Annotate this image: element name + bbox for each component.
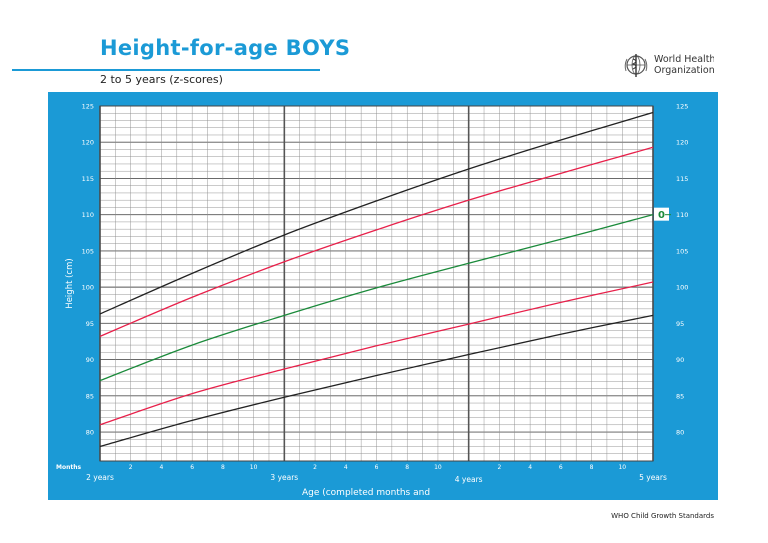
who-logo-line2: Organization: [654, 65, 714, 76]
x-year-tick-label: 4 years: [455, 475, 483, 484]
who-emblem-icon: [624, 54, 648, 77]
z-score-line: [99, 146, 654, 337]
x-month-tick-label: 4: [344, 464, 348, 471]
zero-label-background: [654, 207, 669, 221]
chart-panel: 80 80 85 85 90 90 95 95 100 100 105 105 110 110 115 115…: [48, 92, 718, 500]
y-tick-label-right: 90: [676, 356, 684, 364]
y-tick-label-left: 85: [86, 392, 94, 400]
plot-border: [99, 105, 654, 462]
x-month-tick-label: 2: [313, 464, 317, 471]
x-month-tick-label: 2: [497, 464, 501, 471]
y-tick-label-right: 85: [676, 392, 684, 400]
y-tick-label-left: 115: [82, 175, 94, 183]
y-tick-label-right: 100: [676, 284, 688, 292]
x-month-tick-label: 4: [528, 464, 532, 471]
y-tick-label-left: 120: [82, 139, 94, 147]
y-tick-label-left: 80: [86, 429, 94, 437]
x-year-tick-label: 5 years: [639, 473, 667, 482]
x-month-tick-label: 6: [559, 464, 563, 471]
y-tick-label-right: 80: [676, 429, 684, 437]
who-logo: World Health Organization: [622, 50, 714, 80]
z-score-line: [99, 111, 654, 315]
x-month-tick-label: 8: [590, 464, 594, 471]
x-month-tick-label: 10: [250, 464, 258, 471]
y-axis-label: Height (cm): [65, 258, 75, 308]
x-axis-label: Age (completed months and: [302, 488, 430, 498]
y-tick-label-left: 90: [86, 356, 94, 364]
y-tick-label-left: 105: [82, 247, 94, 255]
who-logo-line1: World Health: [654, 54, 714, 65]
x-month-tick-label: 4: [160, 464, 164, 471]
z-score-line: [99, 314, 654, 448]
z-score-line: [99, 281, 654, 426]
x-month-tick-label: 8: [221, 464, 225, 471]
chart-title: Height-for-age BOYS: [100, 36, 351, 60]
y-tick-label-left: 110: [82, 211, 94, 219]
zero-line-label: 0: [658, 210, 665, 221]
y-tick-label-left: 125: [82, 103, 94, 111]
x-axis-caption: Months: [56, 464, 82, 471]
footer-credit: WHO Child Growth Standards: [611, 512, 714, 520]
x-month-tick-label: 6: [190, 464, 194, 471]
x-month-tick-label: 6: [375, 464, 379, 471]
y-tick-label-left: 95: [86, 320, 94, 328]
chart-subtitle: 2 to 5 years (z-scores): [100, 73, 223, 86]
y-tick-label-right: 120: [676, 139, 688, 147]
x-year-tick-label: 2 years: [86, 473, 114, 482]
x-month-tick-label: 10: [434, 464, 442, 471]
y-tick-label-right: 95: [676, 320, 684, 328]
x-month-tick-label: 8: [405, 464, 409, 471]
y-tick-label-right: 105: [676, 247, 688, 255]
y-tick-label-right: 110: [676, 211, 688, 219]
y-tick-label-right: 125: [676, 103, 688, 111]
title-underline: [12, 69, 320, 71]
y-tick-label-right: 115: [676, 175, 688, 183]
y-tick-label-left: 100: [82, 284, 94, 292]
x-month-tick-label: 10: [618, 464, 626, 471]
z-score-line: [99, 214, 654, 382]
x-year-tick-label: 3 years: [270, 473, 298, 482]
x-month-tick-label: 2: [129, 464, 133, 471]
